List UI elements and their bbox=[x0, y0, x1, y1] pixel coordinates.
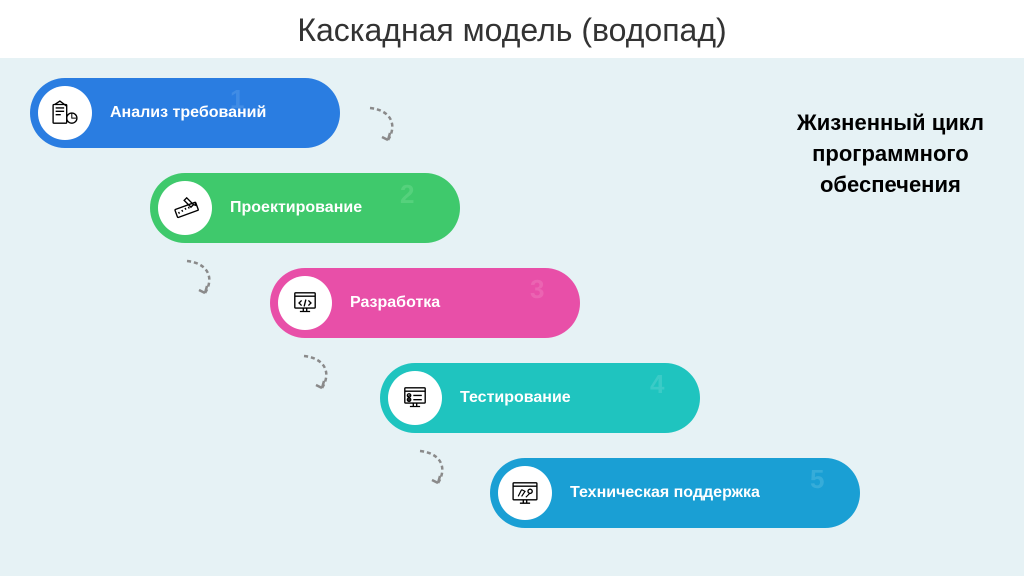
subtitle-line: Жизненный цикл bbox=[797, 108, 984, 139]
step-pill-3: 3 Разработка bbox=[270, 268, 580, 338]
step-pill-5: 5 Техническая поддержка bbox=[490, 458, 860, 528]
tools-icon bbox=[498, 466, 552, 520]
subtitle-line: программного bbox=[797, 139, 984, 170]
step-pill-1: 1Анализ требований bbox=[30, 78, 340, 148]
page-title: Каскадная модель (водопад) bbox=[0, 0, 1024, 57]
step-number: 3 bbox=[530, 274, 544, 305]
step-number: 5 bbox=[810, 464, 824, 495]
step-number: 1 bbox=[230, 84, 244, 115]
subtitle: Жизненный цикл программного обеспечения bbox=[797, 108, 984, 200]
checklist-icon bbox=[388, 371, 442, 425]
step-pill-4: 4 Тестирование bbox=[380, 363, 700, 433]
flow-arrow-icon bbox=[358, 100, 408, 150]
ruler-icon bbox=[158, 181, 212, 235]
step-number: 4 bbox=[650, 369, 664, 400]
flow-arrow-icon bbox=[175, 253, 225, 303]
step-label: Проектирование bbox=[230, 199, 362, 217]
diagram-canvas: Жизненный цикл программного обеспечения … bbox=[0, 58, 1024, 576]
code-icon bbox=[278, 276, 332, 330]
step-label: Тестирование bbox=[460, 389, 571, 407]
step-number: 2 bbox=[400, 179, 414, 210]
step-label: Разработка bbox=[350, 294, 440, 312]
step-pill-2: 2 Проектирование bbox=[150, 173, 460, 243]
analysis-icon bbox=[38, 86, 92, 140]
subtitle-line: обеспечения bbox=[797, 170, 984, 201]
step-label: Техническая поддержка bbox=[570, 484, 760, 502]
flow-arrow-icon bbox=[408, 443, 458, 493]
flow-arrow-icon bbox=[292, 348, 342, 398]
